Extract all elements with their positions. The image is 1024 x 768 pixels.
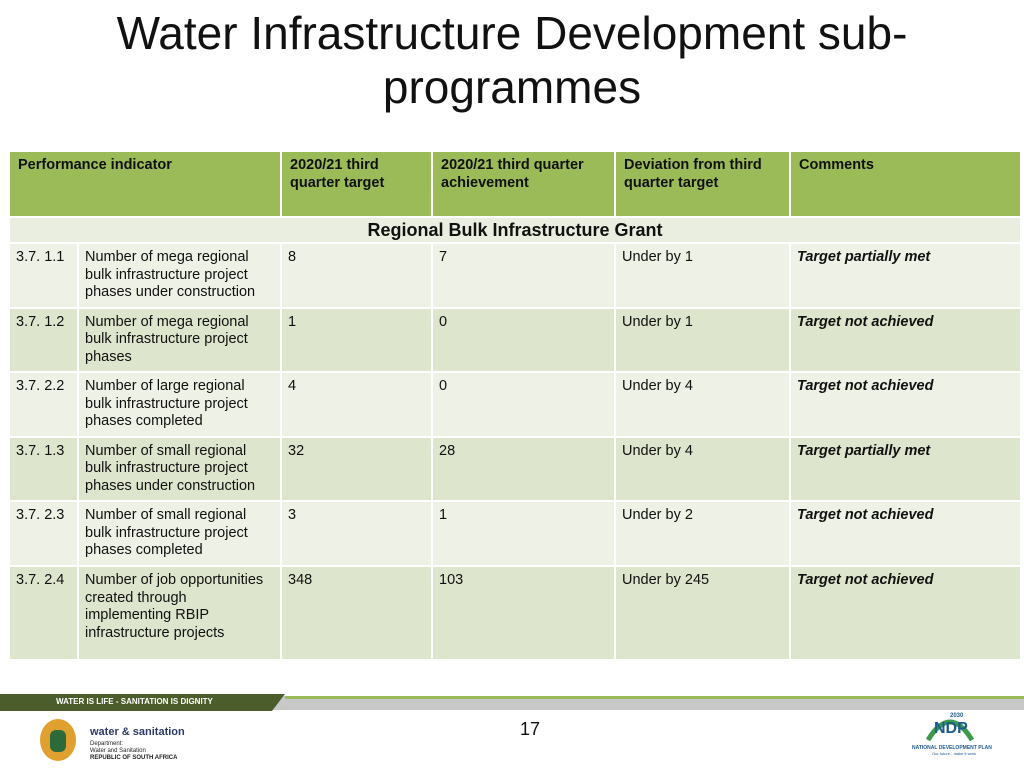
indicator-name: Number of large regional bulk infrastruc… bbox=[76, 371, 283, 438]
target: 348 bbox=[280, 565, 434, 661]
header-row: Performance indicator 2020/21 third quart… bbox=[7, 150, 1023, 218]
ndp-tagline: Our future - make it work bbox=[932, 751, 977, 756]
deviation: Under by 1 bbox=[614, 306, 792, 373]
indicator-id: 3.7. 1.1 bbox=[8, 242, 79, 309]
target: 1 bbox=[280, 306, 434, 373]
comment: Target not achieved bbox=[789, 371, 1023, 438]
indicator-name: Number of small regional bulk infrastruc… bbox=[76, 500, 283, 567]
footer-dept: REPUBLIC OF SOUTH AFRICA bbox=[90, 755, 178, 761]
slide-title: Water Infrastructure Development sub-pro… bbox=[116, 7, 908, 113]
achievement: 7 bbox=[431, 242, 617, 309]
slogan-band bbox=[0, 694, 285, 711]
footer-band bbox=[0, 694, 1024, 711]
header-cell: Deviation from third quarter target bbox=[614, 150, 792, 218]
section-row: Regional Bulk Infrastructure Grant bbox=[7, 216, 1023, 244]
achievement: 0 bbox=[431, 306, 617, 373]
table-row: 3.7. 2.4 Number of job opportunities crea… bbox=[8, 565, 1023, 661]
achievement: 103 bbox=[431, 565, 617, 661]
comment: Target not achieved bbox=[789, 500, 1023, 567]
header-cell: 2020/21 third quarter target bbox=[280, 150, 434, 218]
ndp-logo bbox=[925, 719, 975, 742]
ndp-arc bbox=[925, 719, 975, 742]
table-row: 3.7. 1.1 Number of mega regional bulk inf… bbox=[8, 242, 1023, 309]
performance-table: Performance indicator 2020/21 third quart… bbox=[7, 150, 1023, 661]
achievement: 28 bbox=[431, 435, 617, 502]
arms-shield bbox=[50, 730, 66, 752]
table-row: 3.7. 1.2 Number of mega regional bulk inf… bbox=[8, 306, 1023, 373]
indicator-name: Number of mega regional bulk infrastruct… bbox=[76, 242, 283, 309]
indicator-id: 3.7. 2.4 bbox=[8, 565, 79, 661]
table-row: 3.7. 2.3 Number of small regional bulk in… bbox=[8, 500, 1023, 567]
indicator-name: Number of mega regional bulk infrastruct… bbox=[76, 306, 283, 373]
coat-of-arms bbox=[40, 719, 76, 761]
footer-dept: Department: bbox=[90, 741, 124, 747]
target: 32 bbox=[280, 435, 434, 502]
ndp-name: NDP bbox=[934, 720, 968, 737]
deviation: Under by 1 bbox=[614, 242, 792, 309]
deviation: Under by 4 bbox=[614, 371, 792, 438]
table-row: 3.7. 2.2 Number of large regional bulk in… bbox=[8, 371, 1023, 438]
header-cell: Performance indicator bbox=[7, 150, 283, 218]
ndp-full: NATIONAL DEVELOPMENT PLAN bbox=[912, 745, 992, 751]
comment: Target partially met bbox=[789, 242, 1023, 309]
indicator-id: 3.7. 1.3 bbox=[8, 435, 79, 502]
deviation: Under by 4 bbox=[614, 435, 792, 502]
indicator-name: Number of small regional bulk infrastruc… bbox=[76, 435, 283, 502]
comment: Target not achieved bbox=[789, 306, 1023, 373]
target: 8 bbox=[280, 242, 434, 309]
target: 3 bbox=[280, 500, 434, 567]
comment: Target partially met bbox=[789, 435, 1023, 502]
footer-dept: Water and Sanitation bbox=[90, 748, 146, 754]
footer-line bbox=[285, 696, 1024, 699]
achievement: 0 bbox=[431, 371, 617, 438]
footer-slogan: WATER IS LIFE - SANITATION IS DIGNITY bbox=[56, 697, 213, 706]
header-cell: Comments bbox=[789, 150, 1023, 218]
target: 4 bbox=[280, 371, 434, 438]
footer-brand: water & sanitation bbox=[90, 726, 185, 738]
section-cell: Regional Bulk Infrastructure Grant bbox=[7, 216, 1023, 244]
deviation: Under by 2 bbox=[614, 500, 792, 567]
achievement: 1 bbox=[431, 500, 617, 567]
deviation: Under by 245 bbox=[614, 565, 792, 661]
indicator-id: 3.7. 2.3 bbox=[8, 500, 79, 567]
indicator-id: 3.7. 1.2 bbox=[8, 306, 79, 373]
indicator-id: 3.7. 2.2 bbox=[8, 371, 79, 438]
table-row: 3.7. 1.3 Number of small regional bulk in… bbox=[8, 435, 1023, 502]
indicator-name: Number of job opportunities created thro… bbox=[76, 565, 283, 661]
ndp-year: 2030 bbox=[950, 713, 964, 719]
page-number: 17 bbox=[520, 719, 541, 739]
table-body: Regional Bulk Infrastructure Grant 3.7. 1… bbox=[7, 216, 1023, 661]
header-cell: 2020/21 third quarter achievement bbox=[431, 150, 617, 218]
comment: Target not achieved bbox=[789, 565, 1023, 661]
